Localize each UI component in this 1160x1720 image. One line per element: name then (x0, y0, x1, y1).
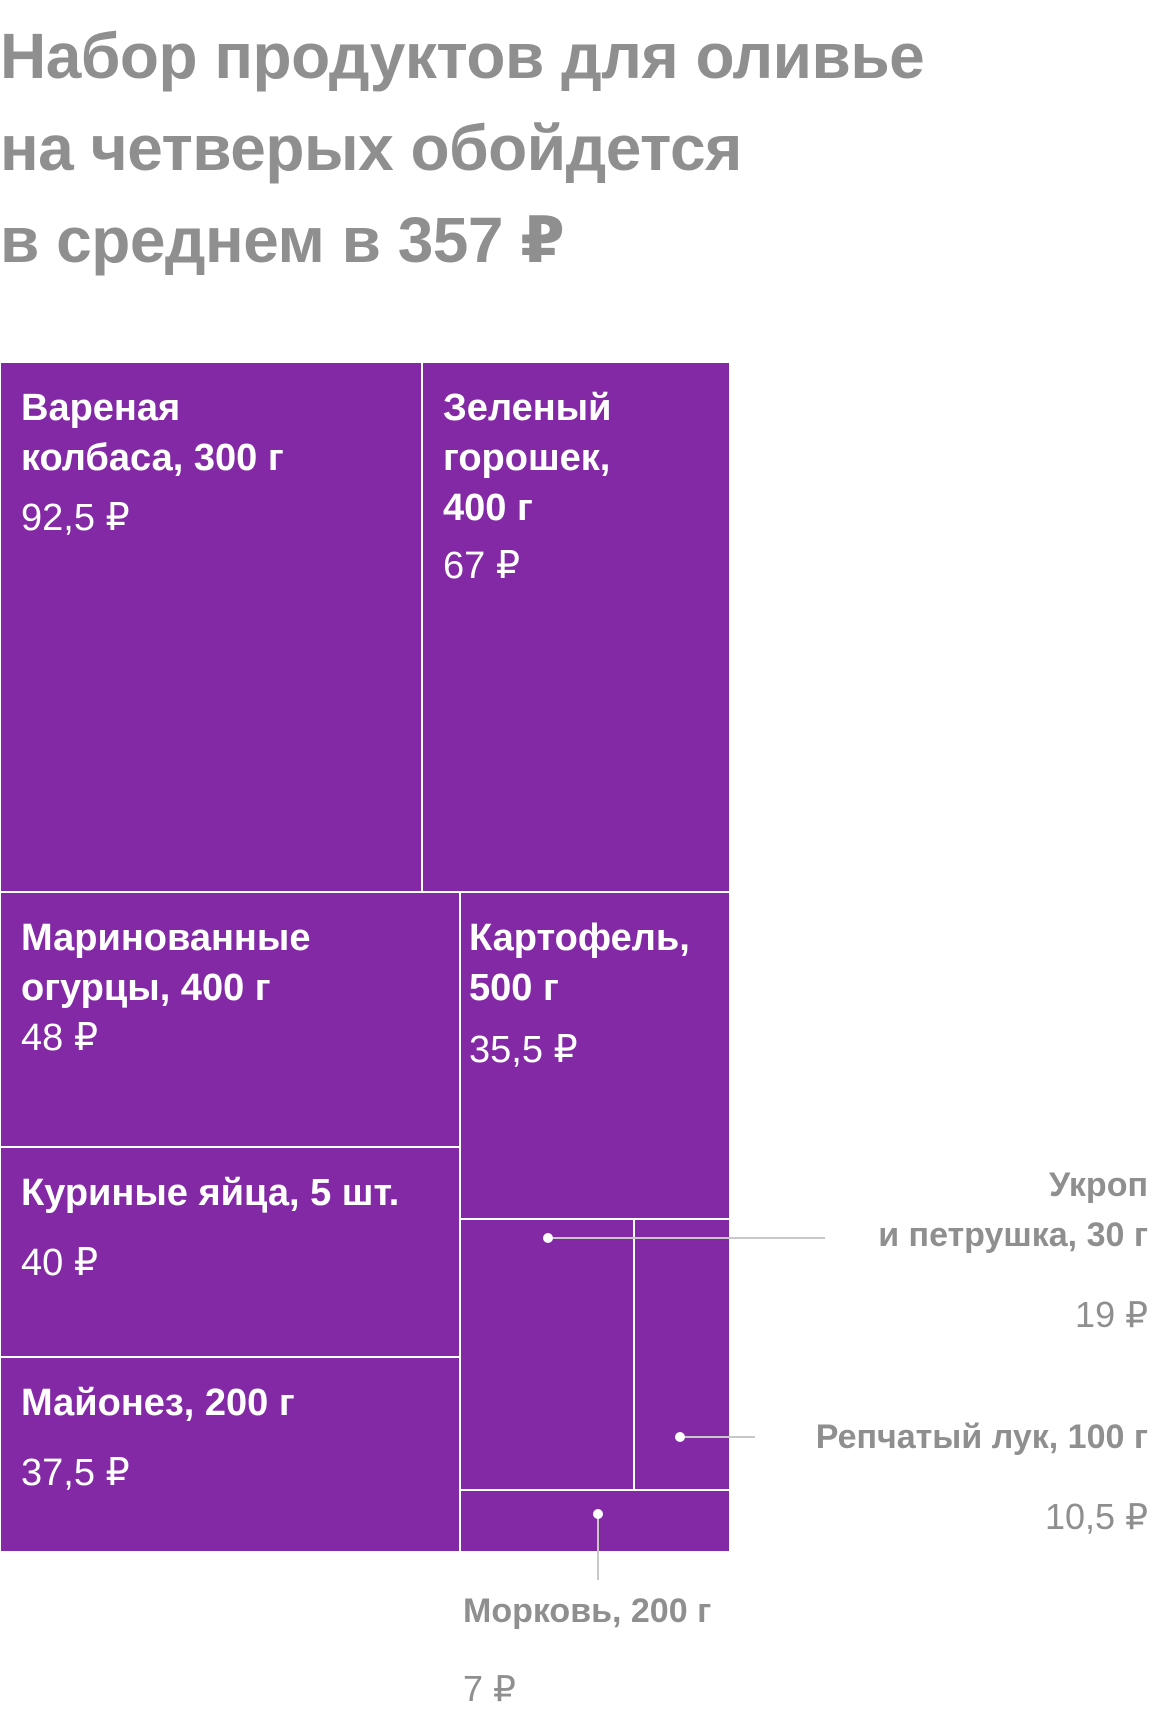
tile-value: 48 ₽ (21, 1017, 99, 1059)
tile-green-peas: Зеленый горошек, 400 г 67 ₽ (422, 362, 730, 892)
tile-label: Зеленый горошек, 400 г (443, 387, 612, 529)
tile-label: Вареная колбаса, 300 г (21, 387, 284, 479)
tile-label: Куриные яйца, 5 шт. (21, 1172, 400, 1214)
chart-title: Набор продуктов для оливье на четверых о… (0, 10, 1100, 286)
tile-onion (634, 1219, 730, 1490)
tile-label: Картофель, 500 г (469, 917, 690, 1009)
label-dill-parsley: Укроп и петрушка, 30 г (878, 1166, 1148, 1254)
label-carrot: Морковь, 200 г (463, 1592, 712, 1630)
tile-dill-parsley (460, 1219, 634, 1490)
title-line: на четверых обойдется (0, 112, 742, 184)
tile-chicken-eggs: Куриные яйца, 5 шт. 40 ₽ (0, 1147, 460, 1357)
tile-potatoes: Картофель, 500 г 35,5 ₽ (460, 892, 730, 1219)
value-onion: 10,5 ₽ (1045, 1496, 1148, 1537)
tile-mayonnaise: Майонез, 200 г 37,5 ₽ (0, 1357, 460, 1552)
tile-value: 67 ₽ (443, 545, 521, 587)
tile-boiled-sausage: Вареная колбаса, 300 г 92,5 ₽ (0, 362, 422, 892)
tile-pickled-cucumbers: Маринованные огурцы, 400 г 48 ₽ (0, 892, 460, 1147)
tile-label: Майонез, 200 г (21, 1382, 295, 1424)
tile-value: 35,5 ₽ (469, 1029, 578, 1071)
tile-carrot (460, 1490, 730, 1552)
value-dill-parsley: 19 ₽ (1075, 1294, 1148, 1335)
tile-value: 40 ₽ (21, 1242, 99, 1284)
tile-label: Маринованные огурцы, 400 г (21, 917, 311, 1009)
label-onion: Репчатый лук, 100 г (815, 1418, 1148, 1456)
tile-value: 37,5 ₽ (21, 1452, 130, 1494)
title-line: в среднем в 357 ₽ (0, 204, 565, 276)
tile-value: 92,5 ₽ (21, 497, 130, 539)
value-carrot: 7 ₽ (463, 1668, 516, 1709)
title-line: Набор продуктов для оливье (0, 20, 925, 92)
